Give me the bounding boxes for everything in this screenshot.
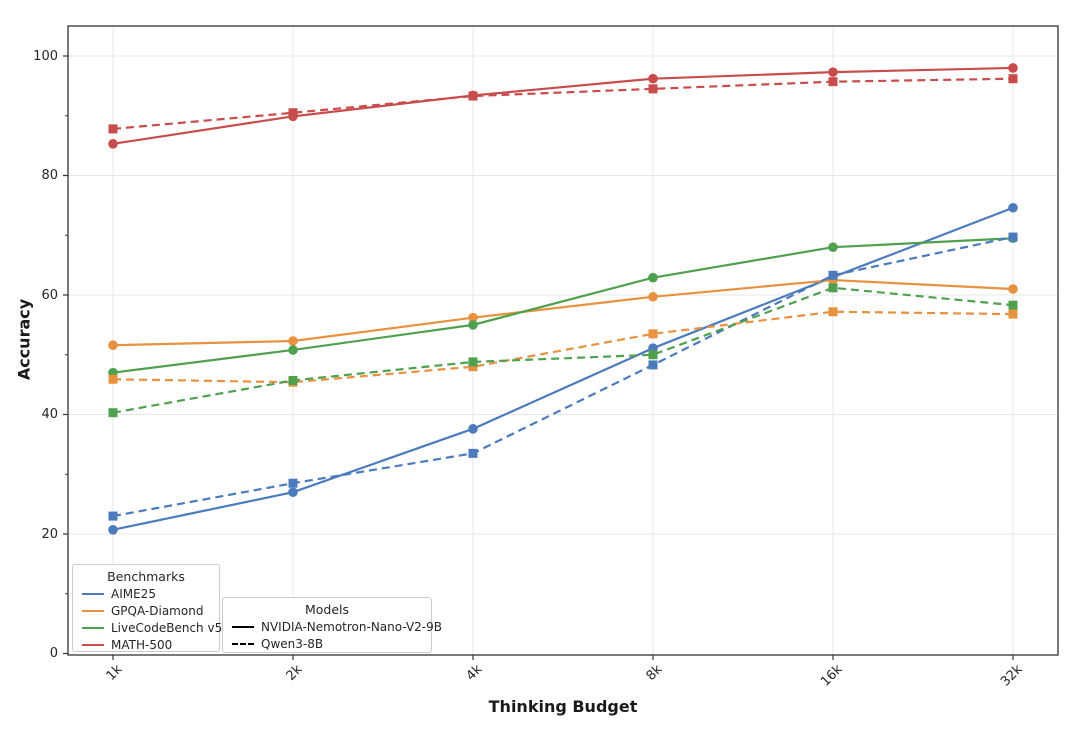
plot-border — [67, 25, 1059, 656]
series-gpqa-diamond-qwen3-8b — [108, 307, 1018, 387]
y-tick-label: 40 — [41, 407, 58, 422]
y-tick-label: 0 — [49, 646, 58, 661]
legend-item-qwen3-8b: Qwen3-8B — [232, 635, 422, 652]
data-point-circle — [108, 340, 118, 350]
legend-label: Qwen3-8B — [261, 636, 324, 651]
data-point-square — [1008, 232, 1018, 242]
series-line — [112, 66, 1014, 145]
legend-swatch-dashed-line — [232, 642, 254, 645]
data-point-circle — [1008, 284, 1018, 294]
legend-benchmarks: Benchmarks AIME25 GPQA-Diamond LiveCodeBen… — [72, 564, 222, 653]
data-point-circle — [648, 291, 658, 302]
series-line — [112, 206, 1014, 531]
legend-models-title: Models — [304, 602, 350, 617]
data-point-square — [288, 478, 298, 488]
data-point-square — [828, 77, 838, 87]
series-aime25-nvidia-nemotron-nano-v2-9b — [108, 202, 1018, 535]
series-line — [112, 77, 1014, 130]
data-point-circle — [468, 424, 478, 434]
data-point-square — [108, 408, 118, 418]
y-tick-label: 20 — [41, 526, 58, 542]
series-line — [112, 310, 1014, 384]
y-tick-label: 60 — [41, 287, 58, 303]
legend-models: Models NVIDIA-Nemotron-Nano-V2-9B Qwen3-8… — [222, 597, 442, 653]
data-point-circle — [648, 272, 658, 283]
data-point-square — [1008, 74, 1018, 84]
data-point-circle — [108, 525, 118, 535]
legend-item-nvidia-nemotron-nano-v2-9b: NVIDIA-Nemotron-Nano-V2-9B — [232, 618, 442, 635]
axis-ticks — [63, 55, 1014, 660]
data-point-square — [648, 350, 658, 360]
legend-item-aime25: AIME25 — [82, 585, 210, 602]
data-point-square — [648, 84, 658, 94]
legend-label: AIME25 — [111, 586, 156, 601]
legend-label: LiveCodeBench v5 — [111, 620, 223, 635]
data-point-circle — [828, 67, 838, 77]
series-livecodebench-v5-nvidia-nemotron-nano-v2-9b — [108, 233, 1018, 378]
data-point-circle — [1008, 63, 1018, 73]
data-point-circle — [288, 336, 298, 346]
series-line — [112, 235, 1014, 518]
y-tick-label: 100 — [33, 48, 58, 64]
data-point-square — [1008, 300, 1018, 310]
series-aime25-qwen3-8b — [108, 232, 1018, 521]
x-axis-title: Thinking Budget — [488, 697, 638, 716]
legend-item-math-500: MATH-500 — [82, 636, 210, 653]
legend-label: NVIDIA-Nemotron-Nano-V2-9B — [261, 619, 442, 634]
legend-models-items: NVIDIA-Nemotron-Nano-V2-9B Qwen3-8B — [232, 618, 442, 652]
data-point-square — [288, 375, 298, 385]
legend-label: GPQA-Diamond — [111, 603, 204, 618]
legend-swatch-solid-line — [232, 625, 254, 628]
data-point-square — [828, 283, 838, 293]
series-math-500-qwen3-8b — [108, 74, 1018, 134]
data-point-circle — [288, 487, 298, 497]
data-point-circle — [648, 73, 658, 84]
data-point-square — [468, 362, 478, 372]
series-math-500-nvidia-nemotron-nano-v2-9b — [108, 63, 1018, 149]
series-line — [112, 237, 1014, 374]
series-livecodebench-v5-qwen3-8b — [108, 283, 1018, 418]
data-point-square — [1008, 309, 1018, 319]
gridlines — [68, 26, 1058, 655]
y-axis-title: Accuracy — [14, 298, 34, 381]
data-point-circle — [108, 139, 118, 149]
data-point-circle — [1008, 202, 1018, 213]
legend-label: MATH-500 — [111, 637, 173, 652]
data-point-square — [828, 270, 838, 280]
data-point-circle — [288, 345, 298, 355]
data-point-square — [828, 307, 838, 317]
legend-benchmarks-items: AIME25 GPQA-Diamond LiveCodeBench v5 MATH-5… — [82, 585, 222, 653]
y-tick-label: 80 — [41, 168, 58, 183]
legend-benchmarks-title: Benchmarks — [107, 569, 185, 584]
data-point-circle — [468, 320, 478, 330]
legend-swatch-aime25 — [82, 592, 104, 595]
legend-item-livecodebench-v5: LiveCodeBench v5 — [82, 619, 222, 636]
data-point-square — [468, 357, 478, 367]
data-point-square — [648, 329, 658, 339]
data-point-square — [648, 360, 658, 370]
data-point-square — [108, 374, 118, 384]
legend-swatch-gpqa-diamond — [82, 609, 104, 612]
data-point-square — [468, 448, 478, 458]
data-point-square — [288, 108, 298, 118]
data-point-circle — [468, 312, 478, 323]
data-point-circle — [828, 242, 838, 252]
legend-swatch-math-500 — [82, 643, 104, 646]
data-point-square — [108, 511, 118, 521]
legend-item-gpqa-diamond: GPQA-Diamond — [82, 602, 210, 619]
data-point-square — [468, 91, 478, 101]
legend-swatch-livecodebench-v5 — [82, 626, 104, 629]
data-point-square — [108, 124, 118, 134]
series-line — [112, 278, 1014, 347]
